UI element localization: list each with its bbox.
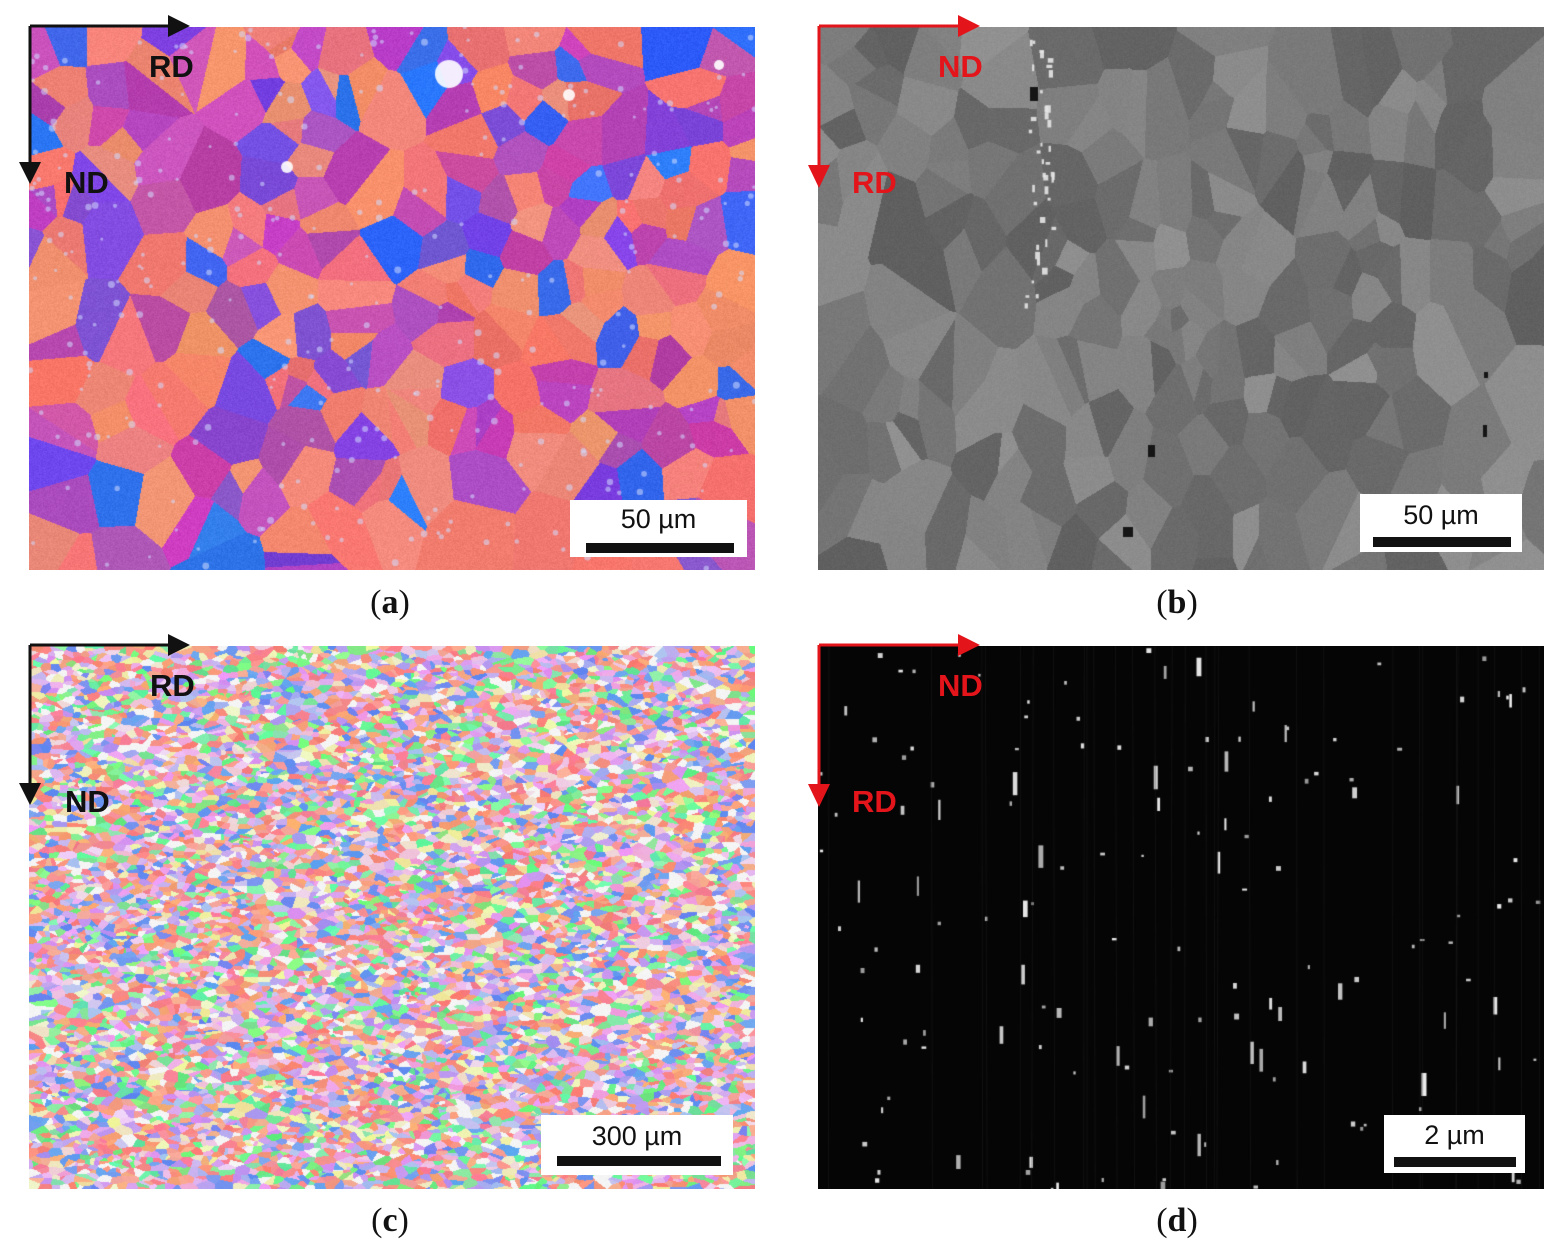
axis-label-horizontal-b: ND — [938, 49, 983, 84]
scale-bar-c: 300 µm — [541, 1115, 733, 1175]
scale-bar-a: 50 µm — [570, 500, 747, 557]
axis-label-vertical-d: RD — [852, 784, 897, 819]
scale-bar-line-a — [586, 543, 734, 553]
scale-bar-line-d — [1394, 1157, 1516, 1167]
scale-bar-line-c — [557, 1156, 721, 1166]
sem-grain-image — [818, 27, 1544, 570]
axis-label-horizontal-c: RD — [150, 668, 195, 703]
scale-bar-label-c: 300 µm — [591, 1121, 683, 1151]
micrograph-panel-d — [818, 646, 1544, 1189]
caption-a: (a) — [370, 584, 410, 621]
axis-label-horizontal-d: ND — [938, 668, 983, 703]
axis-label-vertical-b: RD — [852, 165, 897, 200]
axis-label-vertical-a: ND — [64, 165, 109, 200]
axis-label-vertical-c: ND — [65, 784, 110, 819]
ebsd-orientation-map — [29, 646, 755, 1189]
micrograph-panel-c — [29, 646, 755, 1189]
axis-label-horizontal-a: RD — [149, 49, 194, 84]
scale-bar-label-d: 2 µm — [1424, 1120, 1485, 1150]
sem-precipitate-image — [818, 646, 1544, 1189]
micrograph-panel-b — [818, 27, 1544, 570]
caption-c: (c) — [371, 1202, 409, 1239]
scale-bar-line-b — [1373, 537, 1511, 547]
micrograph-panel-a — [29, 27, 755, 570]
optical-micrograph-image — [29, 27, 755, 570]
scale-bar-label-a: 50 µm — [620, 504, 697, 534]
caption-b: (b) — [1156, 584, 1198, 621]
scale-bar-label-b: 50 µm — [1403, 500, 1479, 530]
scale-bar-b: 50 µm — [1360, 494, 1522, 552]
caption-d: (d) — [1156, 1202, 1198, 1239]
scale-bar-d: 2 µm — [1384, 1115, 1525, 1173]
